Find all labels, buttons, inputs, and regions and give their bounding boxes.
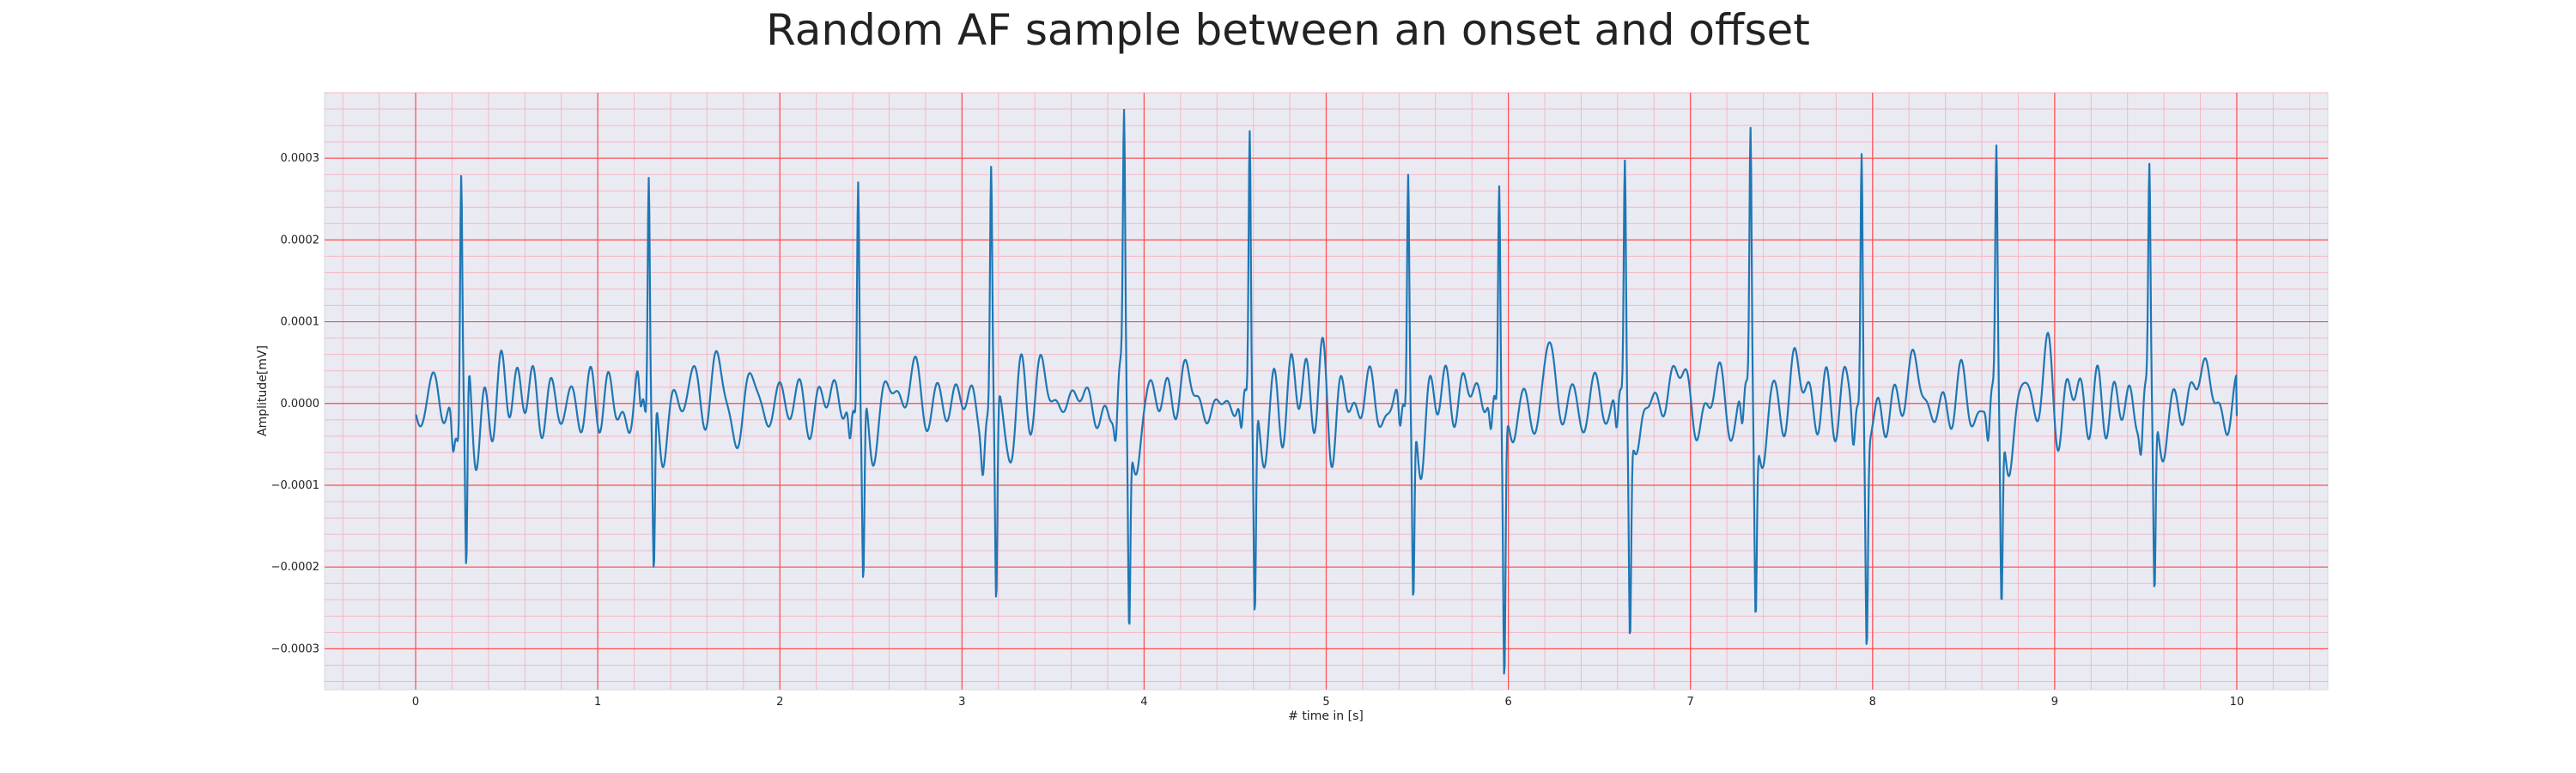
x-axis-label: # time in [s] xyxy=(1288,709,1364,723)
x-tick-label: 10 xyxy=(2230,696,2245,709)
x-tick-label: 0 xyxy=(412,696,419,709)
y-tick-labels: −0.0003 −0.0002 −0.0001 0.0000 0.0001 0.0002 0… xyxy=(271,152,319,655)
x-tick-labels: 0 1 2 3 4 5 6 7 8 9 10 xyxy=(412,696,2244,709)
x-tick-label: 2 xyxy=(776,696,783,709)
y-tick-label: 0.0000 xyxy=(281,398,320,411)
y-axis-label: Amplitude[mV] xyxy=(256,345,270,436)
x-tick-label: 5 xyxy=(1322,696,1329,709)
y-tick-label: −0.0002 xyxy=(271,561,319,574)
ecg-signal-line xyxy=(415,108,2239,675)
x-tick-label: 7 xyxy=(1687,696,1694,709)
y-tick-label: 0.0003 xyxy=(281,152,320,165)
chart-title: Random AF sample between an onset and of… xyxy=(766,5,1810,55)
x-tick-label: 3 xyxy=(958,696,965,709)
x-tick-label: 8 xyxy=(1869,696,1876,709)
y-tick-label: 0.0002 xyxy=(281,234,320,247)
y-tick-label: −0.0003 xyxy=(271,642,319,655)
x-tick-label: 9 xyxy=(2051,696,2058,709)
y-tick-label: −0.0001 xyxy=(271,479,319,492)
x-tick-label: 1 xyxy=(594,696,601,709)
x-tick-label: 6 xyxy=(1504,696,1511,709)
y-tick-label: 0.0001 xyxy=(281,316,320,329)
x-tick-label: 4 xyxy=(1140,696,1147,709)
